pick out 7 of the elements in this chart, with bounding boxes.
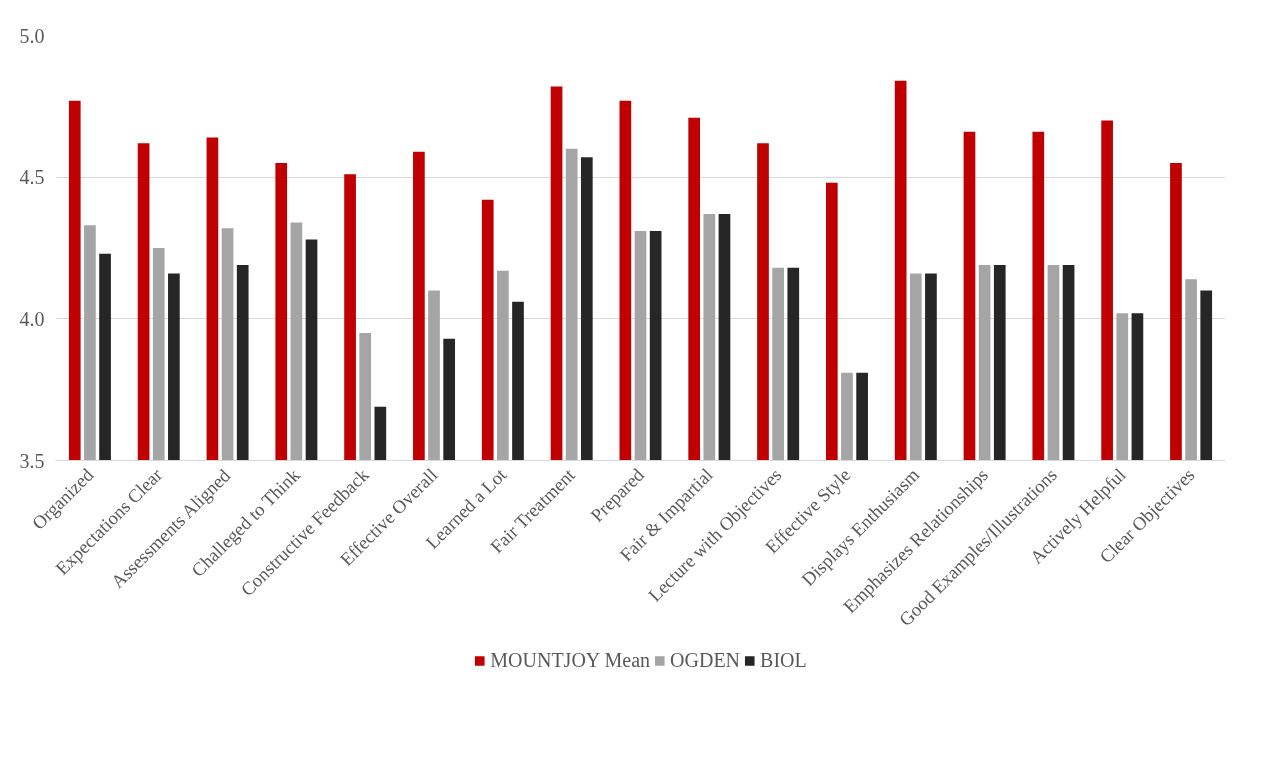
legend-label: OGDEN [670,648,741,672]
legend-label: BIOL [760,648,807,672]
y-tick-label: 5.0 [19,24,45,47]
y-tick-label: 4.5 [19,166,45,189]
y-tick-label: 4.0 [19,307,45,330]
legend-label: MOUNTJOY Mean [490,648,651,672]
y-tick-label: 3.5 [19,449,45,472]
